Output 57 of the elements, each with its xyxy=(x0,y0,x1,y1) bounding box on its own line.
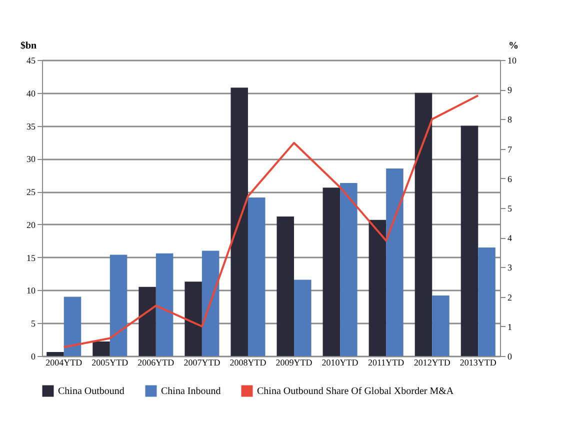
bar xyxy=(414,92,432,356)
x-tick-label: 2005YTD xyxy=(92,358,129,368)
x-tick-label: 2008YTD xyxy=(230,358,267,368)
line-series xyxy=(62,94,480,348)
y2-tick-label: 3 xyxy=(508,262,512,273)
y-tick-label: 25 xyxy=(26,187,36,198)
bar xyxy=(276,216,294,356)
bar xyxy=(202,250,220,356)
bar xyxy=(230,88,248,356)
y-tick-label: 10 xyxy=(26,286,36,296)
bar xyxy=(248,197,266,356)
y-tick-label: 5 xyxy=(31,318,36,329)
y-tick-label: 20 xyxy=(26,220,36,230)
bar xyxy=(64,296,82,356)
x-tick-label: 2012YTD xyxy=(414,358,451,368)
legend-label: China Outbound xyxy=(58,386,124,397)
bar xyxy=(322,188,340,356)
bar xyxy=(110,254,128,356)
legend-label: China Inbound xyxy=(161,386,221,397)
bar xyxy=(478,247,496,356)
y-tick-label: 35 xyxy=(26,121,36,132)
bar xyxy=(184,282,202,356)
x-tick-label: 2009YTD xyxy=(276,358,313,368)
bar xyxy=(294,280,312,356)
y-axis-title: $bn xyxy=(20,40,38,52)
y2-tick-label: 0 xyxy=(508,352,512,362)
y-tick-label: 40 xyxy=(26,88,36,98)
y2-tick-label: 7 xyxy=(508,144,512,154)
bar xyxy=(46,352,64,356)
bar xyxy=(368,220,386,356)
y-tick-label: 30 xyxy=(26,154,36,164)
x-tick-label: 2010YTD xyxy=(322,358,359,368)
y-tick-label: 15 xyxy=(26,252,36,263)
x-tick-label: 2011YTD xyxy=(368,358,405,368)
y2-tick-label: 4 xyxy=(508,233,512,244)
bar xyxy=(432,295,450,356)
bar xyxy=(138,286,156,356)
bar xyxy=(340,183,358,356)
bar xyxy=(156,253,174,356)
legend-label: China Outbound Share Of Global Xborder M&A xyxy=(257,386,454,397)
bar xyxy=(460,126,478,356)
y2-tick-label: 6 xyxy=(508,174,512,184)
y2-tick-label: 5 xyxy=(508,204,512,214)
y-tick-label: 45 xyxy=(26,56,36,66)
bar xyxy=(92,342,110,356)
y-tick-label: 0 xyxy=(31,352,36,362)
x-tick-label: 2013YTD xyxy=(460,358,497,368)
y2-tick-label: 9 xyxy=(508,85,512,96)
bar xyxy=(386,168,404,356)
y2-tick-label: 2 xyxy=(508,292,512,302)
x-tick-label: 2004YTD xyxy=(46,358,83,368)
x-tick-label: 2006YTD xyxy=(138,358,175,368)
x-tick-label: 2007YTD xyxy=(184,358,221,368)
y2-tick-label: 10 xyxy=(508,56,517,66)
y2-axis-title: % xyxy=(508,40,518,52)
y2-tick-label: 1 xyxy=(508,322,512,332)
y2-tick-label: 8 xyxy=(508,114,512,125)
